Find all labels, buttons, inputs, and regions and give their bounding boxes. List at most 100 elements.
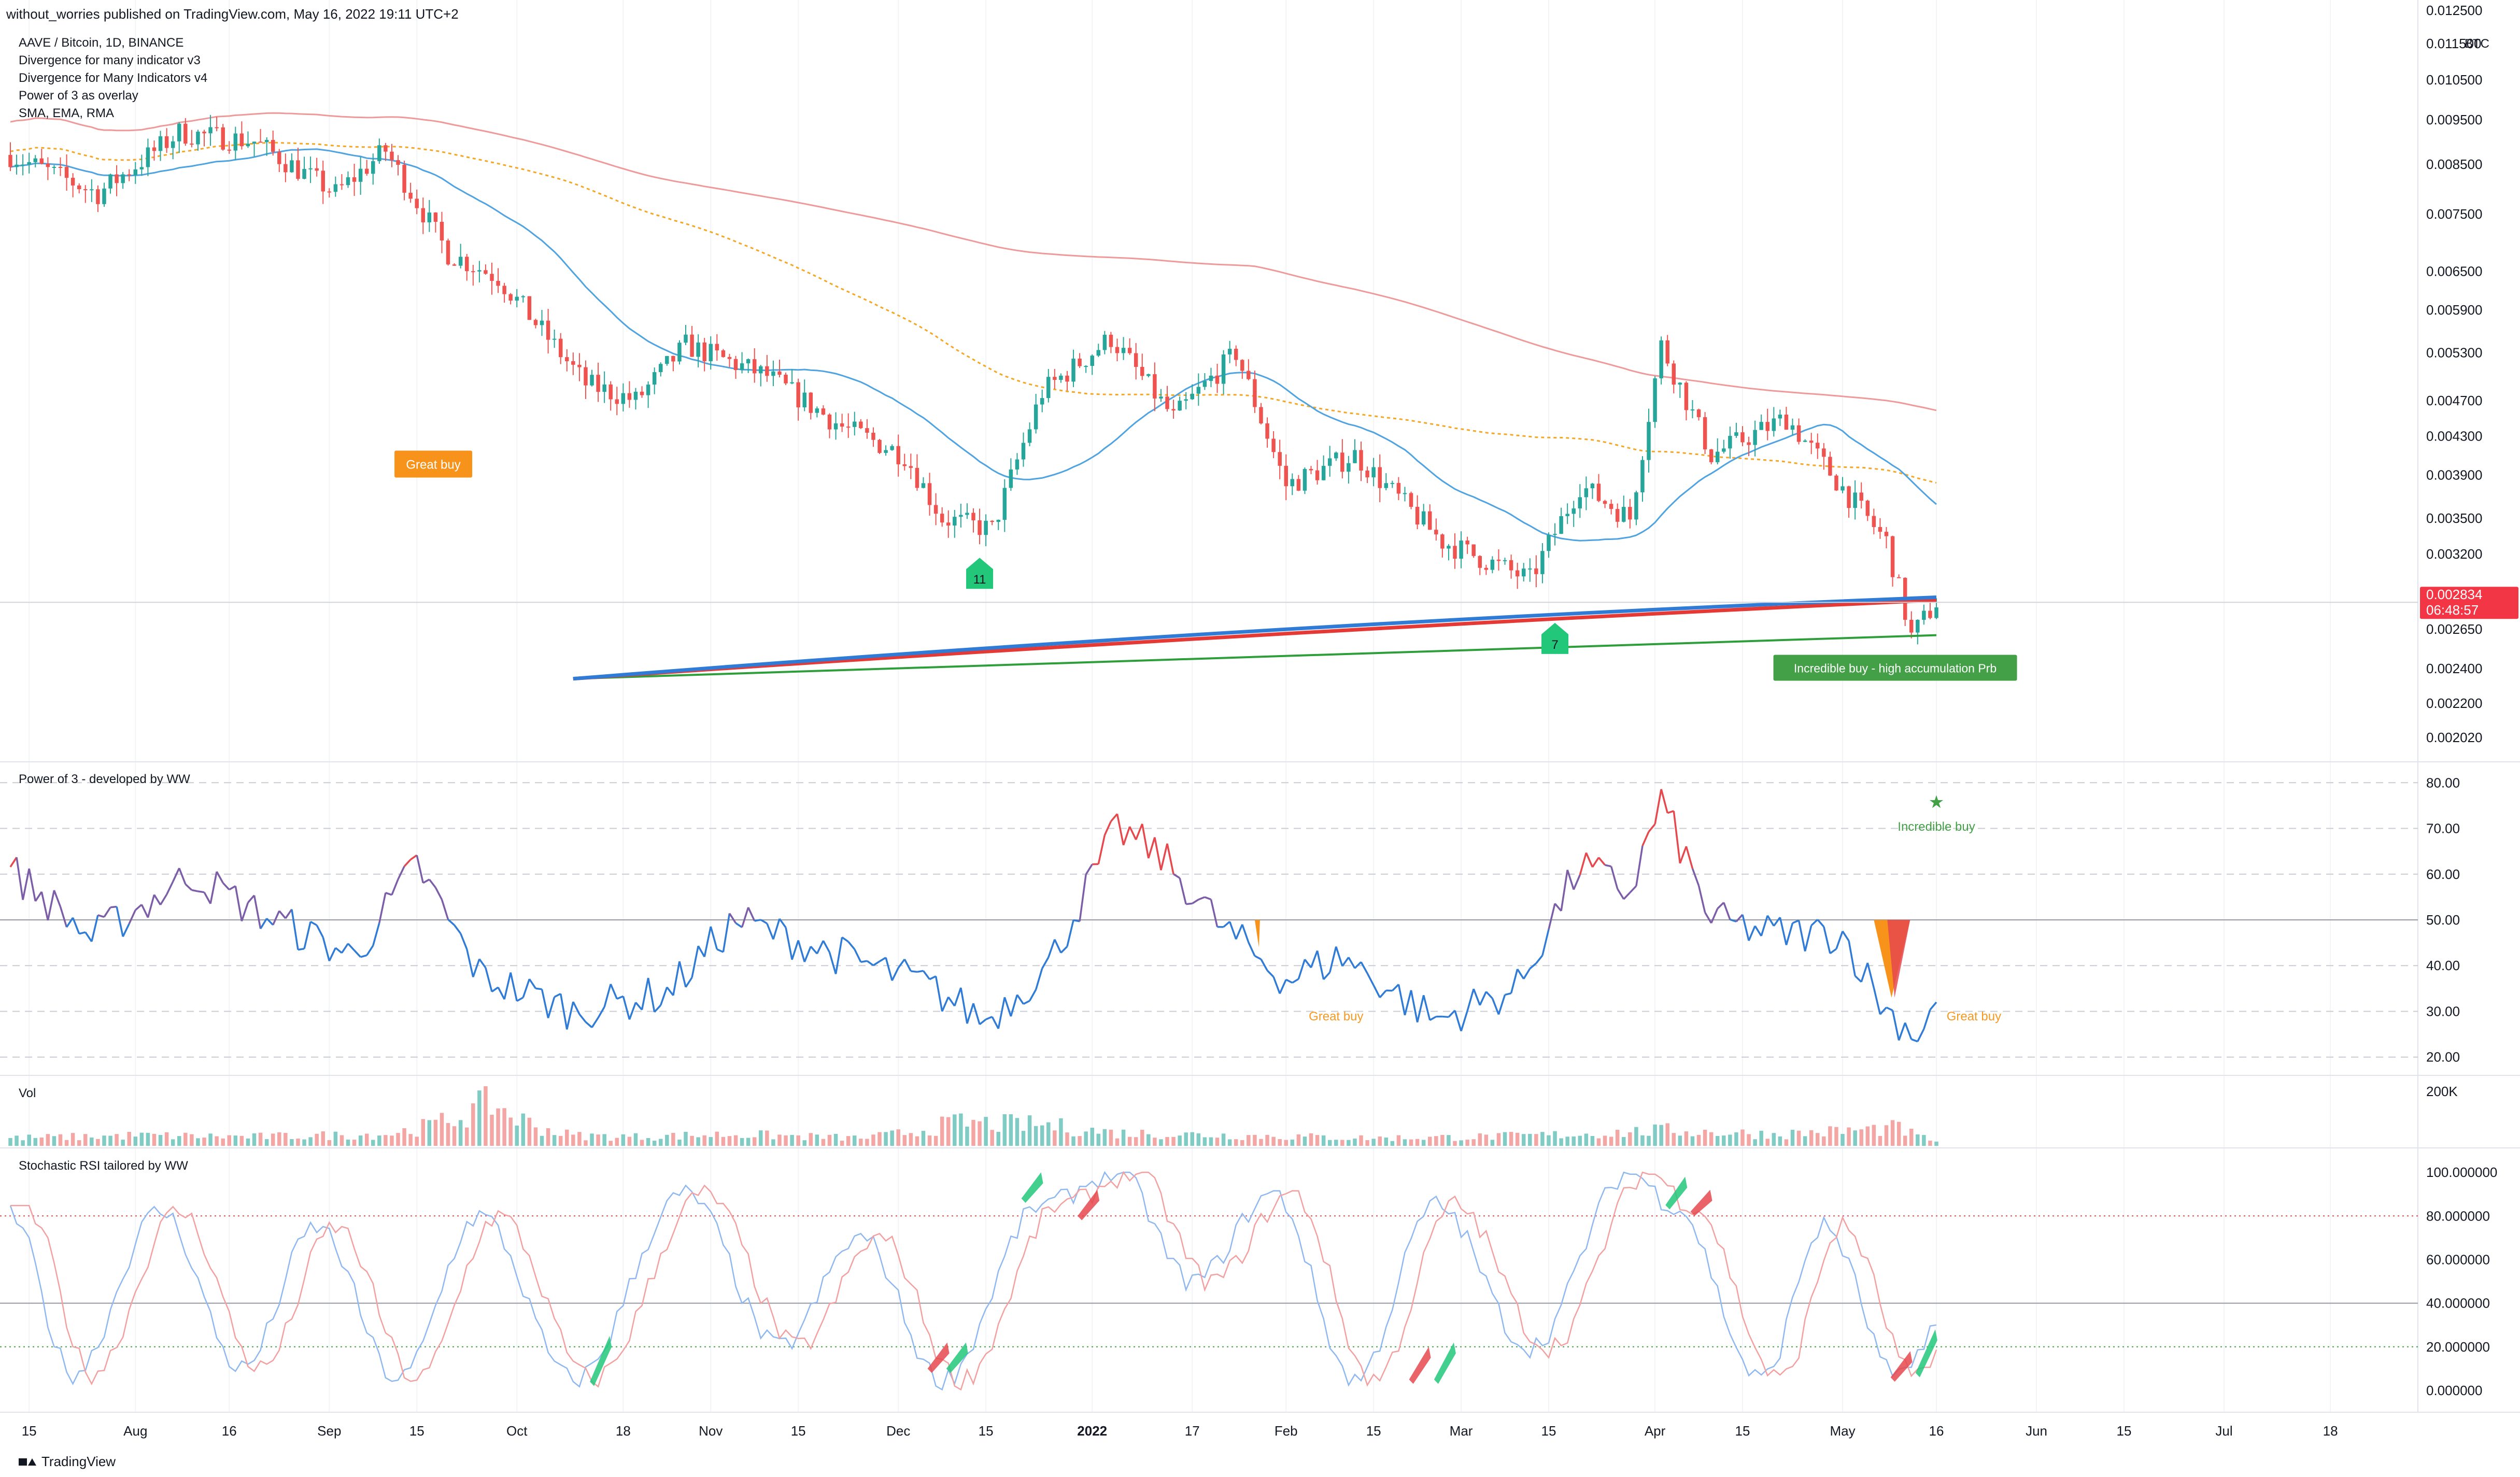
volume-bar (978, 1121, 982, 1146)
candlestick-series (8, 115, 1938, 645)
candle-body (58, 166, 63, 168)
legend-moving-averages[interactable]: SMA, EMA, RMA (19, 106, 115, 120)
volume-bar (1715, 1135, 1720, 1146)
volume-bar (902, 1135, 907, 1146)
power3-line-segment (316, 925, 324, 938)
candle-body (1178, 401, 1182, 411)
volume-bar (284, 1133, 288, 1146)
time-tick-label: 16 (1929, 1423, 1944, 1439)
power-of-3-pane: 80.00 70.00 60.00 50.00 40.00 30.00 20.00 Great… (0, 775, 2460, 1065)
volume-bar (1572, 1136, 1576, 1146)
volume-title[interactable]: Vol (19, 1086, 36, 1100)
power3-line-segment (1673, 811, 1681, 864)
volume-bar (1196, 1133, 1201, 1146)
volume-bar (1384, 1137, 1389, 1146)
power3-line-segment (772, 918, 781, 940)
candle-body (8, 154, 12, 167)
power3-line-segment (1848, 941, 1856, 976)
time-axis[interactable]: 15 Aug 16 Sep 15 Oct 18 Nov 15 Dec 15 2022 17 Feb 15 Ma… (22, 1423, 2338, 1439)
stoch-title[interactable]: Stochastic RSI tailored by WW (19, 1159, 188, 1173)
candle-body (1321, 465, 1326, 480)
volume-bar (15, 1135, 19, 1146)
time-tick-label: 18 (616, 1423, 631, 1439)
candle-body (802, 392, 806, 408)
power3-line-segment (1079, 874, 1087, 922)
power3-line-segment (1554, 903, 1562, 912)
volume-bar (1090, 1127, 1094, 1146)
power3-line-segment (1823, 926, 1831, 954)
volume-bar (1234, 1139, 1238, 1146)
volume-bar (96, 1139, 100, 1146)
volume-bar (1078, 1136, 1082, 1146)
time-tick-label: 15 (1366, 1423, 1381, 1439)
volume-bar (171, 1139, 175, 1146)
volume-bar (1127, 1137, 1132, 1146)
power3-line-segment (1842, 930, 1850, 942)
price-axis[interactable]: 0.012500 0.011500 0.010500 0.009500 0.008500… (2420, 3, 2518, 745)
candle-body (221, 127, 225, 150)
price-tick-label: 0.002400 (2426, 661, 2482, 676)
volume-bar (1409, 1139, 1413, 1146)
candle-body (1872, 516, 1876, 527)
time-tick-label: Oct (506, 1423, 528, 1439)
candle-body (602, 384, 606, 392)
volume-bar (621, 1134, 626, 1146)
power3-line-segment (1241, 924, 1250, 943)
candle-body (1071, 358, 1075, 382)
volume-bar (709, 1137, 713, 1146)
candle-body (246, 144, 250, 147)
candle-body (440, 221, 444, 241)
power3-line-segment (1116, 814, 1125, 846)
volume-bar (896, 1129, 900, 1146)
volume-bar (364, 1133, 369, 1146)
volume-bar (1278, 1139, 1282, 1146)
volume-bar (1772, 1133, 1776, 1146)
power3-line-segment (610, 984, 618, 1000)
power3-line-segment (622, 996, 631, 1020)
volume-bar (1878, 1135, 1882, 1146)
volume-bar (1340, 1140, 1344, 1146)
power3-line-segment (1697, 885, 1706, 913)
volume-tick-label: 200K (2426, 1084, 2458, 1099)
volume-bar (890, 1130, 894, 1146)
power3-line-segment (1497, 995, 1506, 1015)
legend-power-of-3[interactable]: Power of 3 as overlay (19, 89, 138, 103)
legend-divergence-v3[interactable]: Divergence for many indicator v3 (19, 53, 201, 67)
volume-bar (346, 1139, 350, 1146)
volume-bar (52, 1136, 56, 1146)
volume-bar (1653, 1124, 1657, 1146)
volume-bar (1615, 1129, 1620, 1146)
volume-bar (1634, 1127, 1638, 1146)
candle-body (183, 123, 188, 144)
volume-bar (302, 1139, 306, 1146)
price-tick-label: 0.002650 (2426, 621, 2482, 637)
volume-bar (1327, 1140, 1332, 1146)
volume-bar (1309, 1133, 1313, 1146)
candle-body (984, 520, 988, 535)
power3-line-segment (1491, 998, 1500, 1015)
candle-body (1184, 399, 1188, 401)
volume-bar (1484, 1134, 1489, 1146)
volume-bar (1009, 1114, 1013, 1146)
candle-body (296, 160, 300, 179)
power3-line-segment (209, 871, 218, 904)
volume-bar (1628, 1132, 1632, 1146)
volume-bar (377, 1135, 381, 1146)
power3-title[interactable]: Power of 3 - developed by WW (19, 772, 190, 786)
candle-body (421, 208, 426, 223)
power3-line-segment (472, 958, 480, 977)
stoch-tick-label: 40.000000 (2426, 1296, 2490, 1311)
legend-divergence-v4[interactable]: Divergence for Many Indicators v4 (19, 71, 208, 85)
power3-line-segment (1122, 826, 1131, 846)
power-of-3-overlay-lines (0, 595, 2418, 681)
volume-bar (1321, 1135, 1326, 1146)
legend-symbol[interactable]: AAVE / Bitcoin, 1D, BINANCE (19, 36, 184, 50)
power3-line-segment (1929, 1001, 1937, 1011)
power3-line-segment (1730, 918, 1737, 922)
power3-line-segment (240, 902, 249, 922)
candle-body (540, 320, 544, 325)
tradingview-brand[interactable]: TradingView (19, 1454, 116, 1470)
volume-bar (1109, 1129, 1113, 1146)
volume-bar (771, 1139, 775, 1146)
time-tick-label: Apr (1645, 1423, 1666, 1439)
